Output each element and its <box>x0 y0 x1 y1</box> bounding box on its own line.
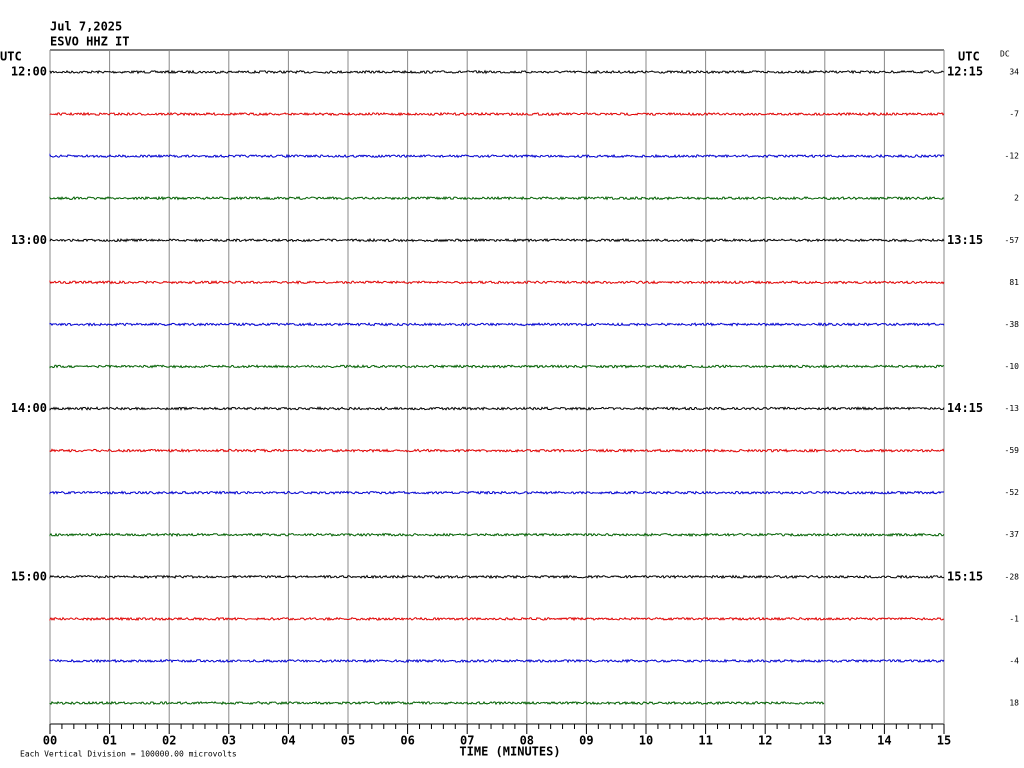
trace <box>49 700 825 706</box>
station: ESVO HHZ IT <box>50 35 129 49</box>
dc-offset: 2 <box>1014 194 1019 203</box>
trace <box>49 574 945 580</box>
dc-offset: -1 <box>1009 614 1019 623</box>
right-time: 14:15 <box>947 401 983 415</box>
trace <box>49 490 945 495</box>
trace <box>49 237 945 243</box>
x-tick-label: 07 <box>460 734 474 748</box>
x-tick-label: 12 <box>758 734 772 748</box>
x-label: TIME (MINUTES) <box>459 745 560 759</box>
x-tick-label: 01 <box>102 734 116 748</box>
trace <box>49 616 945 622</box>
trace <box>49 69 945 75</box>
trace <box>49 364 944 369</box>
dc-offset: 34 <box>1009 68 1019 77</box>
dc-offset: -7 <box>1009 110 1019 119</box>
dc-offset: -38 <box>1005 320 1020 329</box>
x-tick-label: 11 <box>698 734 712 748</box>
dc-offset: -37 <box>1005 530 1020 539</box>
x-tick-label: 05 <box>341 734 355 748</box>
x-tick-label: 15 <box>937 734 951 748</box>
trace <box>49 322 945 327</box>
x-tick-label: 02 <box>162 734 176 748</box>
x-tick-label: 08 <box>520 734 534 748</box>
left-time: 15:00 <box>11 569 47 583</box>
trace <box>49 153 945 159</box>
title: Jul 7,2025 <box>50 20 122 34</box>
dc-offset: -59 <box>1005 446 1020 455</box>
trace <box>49 532 945 538</box>
dc-offset: -57 <box>1005 236 1020 245</box>
x-tick-label: 09 <box>579 734 593 748</box>
dc-offset: -28 <box>1005 572 1020 581</box>
dc-offset: 18 <box>1009 699 1019 708</box>
x-tick-label: 14 <box>877 734 891 748</box>
left-time: 14:00 <box>11 401 47 415</box>
dc-offset: -52 <box>1005 488 1020 497</box>
trace <box>49 448 945 453</box>
left-header: UTC <box>0 50 22 64</box>
trace <box>49 195 945 201</box>
right-time: 15:15 <box>947 569 983 583</box>
right-header: UTC <box>958 50 980 64</box>
dc-offset: -10 <box>1005 362 1020 371</box>
footnote: Each Vertical Division = 100000.00 micro… <box>20 750 237 759</box>
trace <box>49 406 945 411</box>
dc-header: DC <box>1000 50 1010 59</box>
trace <box>49 280 945 285</box>
trace <box>49 111 945 117</box>
dc-offset: 81 <box>1009 278 1019 287</box>
x-tick-label: 03 <box>222 734 236 748</box>
right-time: 12:15 <box>947 65 983 79</box>
left-time: 12:00 <box>11 65 47 79</box>
right-time: 13:15 <box>947 233 983 247</box>
x-tick-label: 04 <box>281 734 295 748</box>
dc-offset: -4 <box>1009 656 1019 665</box>
x-tick-label: 00 <box>43 734 57 748</box>
x-tick-label: 10 <box>639 734 653 748</box>
left-time: 13:00 <box>11 233 47 247</box>
x-tick-label: 13 <box>818 734 832 748</box>
dc-offset: -12 <box>1005 152 1020 161</box>
trace <box>49 658 945 664</box>
dc-offset: -13 <box>1005 404 1020 413</box>
x-tick-label: 06 <box>400 734 414 748</box>
